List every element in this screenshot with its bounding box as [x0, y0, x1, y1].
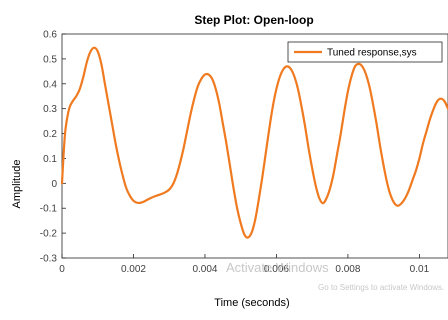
series-line-tuned-response: [60, 46, 448, 239]
activate-windows-subtext: Go to Settings to activate Windows.: [318, 283, 444, 292]
y-tick-label: -0.3: [40, 254, 58, 265]
x-tick-label: 0.004: [192, 264, 217, 275]
x-axis-label: Time (seconds): [214, 297, 289, 309]
x-tick-label: 0.01: [410, 264, 430, 275]
x-tick-label: 0.002: [121, 264, 146, 275]
activate-windows-watermark: Activate Windows: [226, 260, 329, 275]
x-ticks: 0 0.002 0.004 0.006 0.008 0.01: [59, 254, 430, 275]
y-tick-label: -0.2: [40, 229, 58, 240]
y-tick-label: 0.1: [43, 154, 57, 165]
legend-box: [287, 41, 443, 63]
y-tick-label: 0.5: [43, 54, 57, 65]
x-tick-label: 0: [59, 264, 65, 275]
y-tick-label: -0.1: [40, 204, 58, 215]
y-tick-label: 0: [51, 179, 57, 190]
y-tick-label: 0.4: [43, 79, 57, 90]
y-tick-label: 0.3: [43, 104, 57, 115]
chart-title: Step Plot: Open-loop: [194, 13, 313, 27]
x-tick-label: 0.008: [335, 264, 360, 275]
y-axis-label: Amplitude: [11, 160, 23, 209]
y-ticks: -0.3 -0.2 -0.1 0 0.1 0.2 0.3 0.4 0.5 0.6: [40, 30, 66, 265]
legend-entry-tuned-response: Tuned response,sys: [327, 48, 417, 59]
plot-area[interactable]: 0 0.002 0.004 0.006 0.008 0.01 -0.3-0.2-0.100…: [40, 30, 448, 276]
y-tick-label: 0.6: [43, 30, 57, 41]
x-tick-label: 0.006: [264, 264, 289, 275]
y-tick-label: 0.2: [43, 129, 57, 140]
legend[interactable]: Tuned response,sys: [287, 41, 443, 63]
